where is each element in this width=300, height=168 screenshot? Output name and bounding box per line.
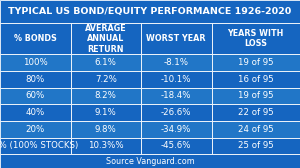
Bar — [0, 0, 300, 23]
Text: 22 of 95: 22 of 95 — [238, 108, 274, 117]
Text: -45.6%: -45.6% — [161, 141, 191, 150]
Text: AVERAGE
ANNUAL
RETURN: AVERAGE ANNUAL RETURN — [85, 24, 127, 54]
Text: -10.1%: -10.1% — [161, 75, 191, 84]
Text: -18.4%: -18.4% — [161, 91, 191, 100]
Text: 19 of 95: 19 of 95 — [238, 91, 274, 100]
Bar — [70, 23, 141, 54]
Text: TYPICAL US BOND/EQUITY PERFORMANCE 1926-2020: TYPICAL US BOND/EQUITY PERFORMANCE 1926-… — [8, 7, 292, 16]
Text: -34.9%: -34.9% — [161, 125, 191, 134]
Bar — [0, 54, 70, 71]
Bar — [212, 23, 300, 54]
Text: 16 of 95: 16 of 95 — [238, 75, 274, 84]
Text: -26.6%: -26.6% — [161, 108, 191, 117]
Bar — [70, 88, 141, 104]
Bar — [70, 138, 141, 154]
Bar — [141, 138, 212, 154]
Bar — [70, 71, 141, 88]
Text: 0% (100% STOCKS): 0% (100% STOCKS) — [0, 141, 78, 150]
Bar — [0, 154, 300, 168]
Bar — [0, 121, 70, 138]
Bar — [212, 104, 300, 121]
Bar — [70, 104, 141, 121]
Bar — [212, 71, 300, 88]
Text: 6.1%: 6.1% — [95, 58, 117, 67]
Bar — [141, 54, 212, 71]
Bar — [212, 121, 300, 138]
Bar — [141, 104, 212, 121]
Bar — [141, 121, 212, 138]
Text: 60%: 60% — [26, 91, 45, 100]
Text: 24 of 95: 24 of 95 — [238, 125, 274, 134]
Bar — [141, 23, 212, 54]
Text: 8.2%: 8.2% — [95, 91, 117, 100]
Text: 19 of 95: 19 of 95 — [238, 58, 274, 67]
Bar — [212, 138, 300, 154]
Text: % BONDS: % BONDS — [14, 34, 57, 43]
Text: WORST YEAR: WORST YEAR — [146, 34, 206, 43]
Bar — [70, 121, 141, 138]
Bar — [0, 138, 70, 154]
Text: 7.2%: 7.2% — [95, 75, 117, 84]
Text: 100%: 100% — [23, 58, 48, 67]
Text: 80%: 80% — [26, 75, 45, 84]
Bar — [141, 71, 212, 88]
Text: 9.1%: 9.1% — [95, 108, 117, 117]
Text: 20%: 20% — [26, 125, 45, 134]
Bar — [0, 71, 70, 88]
Text: -8.1%: -8.1% — [164, 58, 189, 67]
Bar — [0, 23, 70, 54]
Bar — [70, 54, 141, 71]
Text: Source Vanguard.com: Source Vanguard.com — [106, 157, 194, 166]
Bar — [0, 88, 70, 104]
Text: 25 of 95: 25 of 95 — [238, 141, 274, 150]
Bar — [141, 88, 212, 104]
Text: YEARS WITH
LOSS: YEARS WITH LOSS — [228, 29, 284, 48]
Bar — [212, 54, 300, 71]
Text: 10.3%%: 10.3%% — [88, 141, 124, 150]
Text: 40%: 40% — [26, 108, 45, 117]
Text: 9.8%: 9.8% — [95, 125, 117, 134]
Bar — [212, 88, 300, 104]
Bar — [0, 104, 70, 121]
